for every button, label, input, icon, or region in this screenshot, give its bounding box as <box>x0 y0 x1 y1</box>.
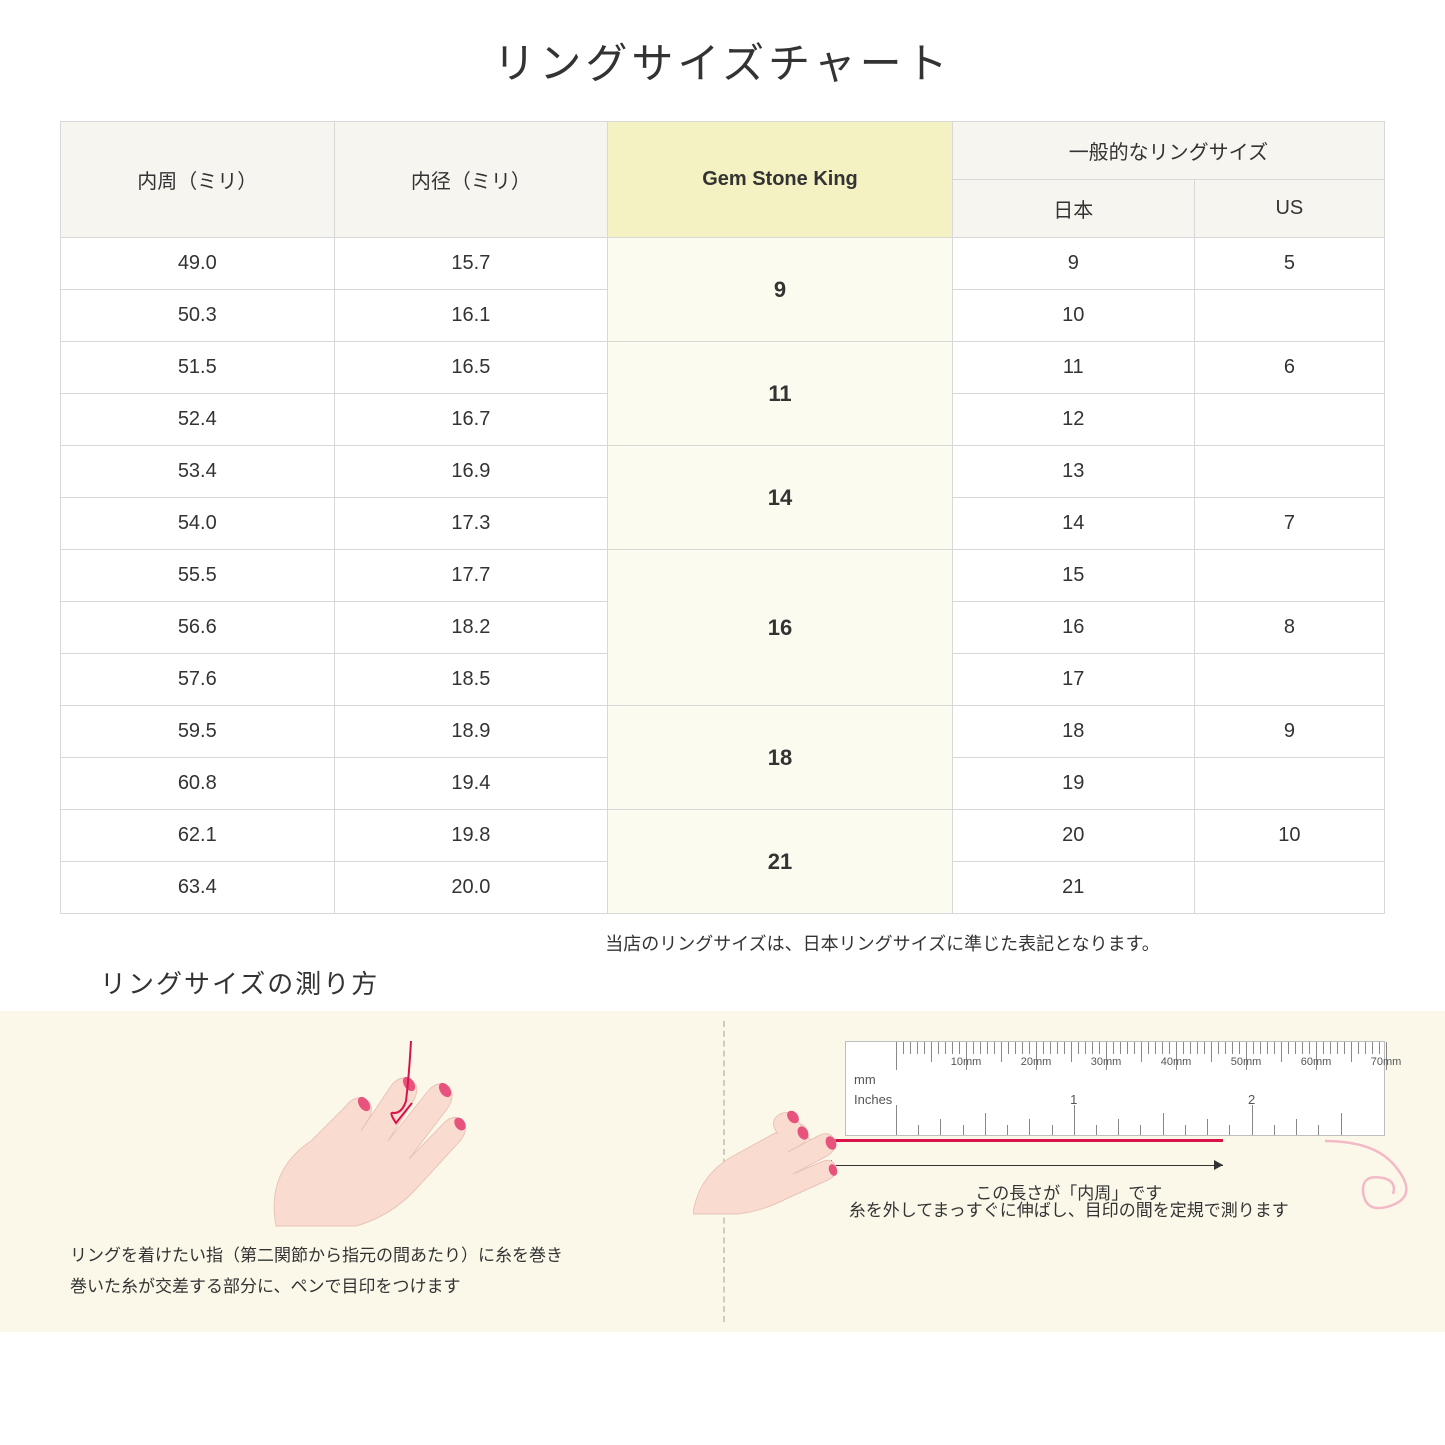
cell-circ: 62.1 <box>61 810 335 862</box>
cell-dia: 16.9 <box>334 446 608 498</box>
cell-dia: 16.5 <box>334 342 608 394</box>
cell-jp: 19 <box>952 758 1194 810</box>
cell-jp: 10 <box>952 290 1194 342</box>
cell-circ: 49.0 <box>61 238 335 290</box>
table-row: 53.416.91413 <box>61 446 1385 498</box>
cell-dia: 18.9 <box>334 706 608 758</box>
ruler-mm-unit: mm <box>854 1072 876 1087</box>
cell-jp: 20 <box>952 810 1194 862</box>
cell-jp: 12 <box>952 394 1194 446</box>
cell-jp: 9 <box>952 238 1194 290</box>
cell-jp: 21 <box>952 862 1194 914</box>
table-row: 62.119.8212010 <box>61 810 1385 862</box>
cell-gsk: 14 <box>608 446 953 550</box>
table-row: 49.015.7995 <box>61 238 1385 290</box>
cell-circ: 56.6 <box>61 602 335 654</box>
cell-jp: 11 <box>952 342 1194 394</box>
cell-circ: 60.8 <box>61 758 335 810</box>
cell-circ: 59.5 <box>61 706 335 758</box>
cell-circ: 51.5 <box>61 342 335 394</box>
step1-caption: リングを着けたい指（第二関節から指元の間あたり）に糸を巻き 巻いた糸が交差する部… <box>30 1241 723 1302</box>
cell-circ: 53.4 <box>61 446 335 498</box>
ruler-illustration: mm Inches 10mm20mm30mm40mm50mm60mm70mm12 <box>845 1041 1385 1136</box>
page-title: リングサイズチャート <box>60 30 1385 91</box>
table-row: 55.517.71615 <box>61 550 1385 602</box>
cell-circ: 52.4 <box>61 394 335 446</box>
col-japan: 日本 <box>952 180 1194 238</box>
cell-us <box>1194 394 1384 446</box>
howto-heading: リングサイズの測り方 <box>100 964 1385 1001</box>
hand-hold-illustration <box>693 1086 863 1216</box>
cell-dia: 19.4 <box>334 758 608 810</box>
col-gsk: Gem Stone King <box>608 122 953 238</box>
cell-us: 5 <box>1194 238 1384 290</box>
cell-circ: 55.5 <box>61 550 335 602</box>
cell-dia: 16.1 <box>334 290 608 342</box>
ring-size-table: 内周（ミリ） 内径（ミリ） Gem Stone King 一般的なリングサイズ … <box>60 121 1385 914</box>
cell-us: 9 <box>1194 706 1384 758</box>
cell-jp: 16 <box>952 602 1194 654</box>
cell-us: 8 <box>1194 602 1384 654</box>
cell-jp: 18 <box>952 706 1194 758</box>
cell-us <box>1194 654 1384 706</box>
cell-dia: 16.7 <box>334 394 608 446</box>
col-diameter: 内径（ミリ） <box>334 122 608 238</box>
cell-us: 10 <box>1194 810 1384 862</box>
cell-us <box>1194 550 1384 602</box>
cell-gsk: 16 <box>608 550 953 706</box>
table-row: 51.516.511116 <box>61 342 1385 394</box>
howto-panel: リングを着けたい指（第二関節から指元の間あたり）に糸を巻き 巻いた糸が交差する部… <box>0 1011 1445 1332</box>
cell-dia: 17.7 <box>334 550 608 602</box>
cell-us <box>1194 758 1384 810</box>
cell-circ: 54.0 <box>61 498 335 550</box>
cell-us <box>1194 862 1384 914</box>
cell-us <box>1194 290 1384 342</box>
col-us: US <box>1194 180 1384 238</box>
cell-dia: 18.5 <box>334 654 608 706</box>
measure-arrow <box>823 1165 1223 1166</box>
cell-gsk: 18 <box>608 706 953 810</box>
cell-jp: 17 <box>952 654 1194 706</box>
howto-step-2: mm Inches 10mm20mm30mm40mm50mm60mm70mm12… <box>723 1031 1416 1302</box>
cell-us: 7 <box>1194 498 1384 550</box>
hand-wrap-illustration <box>216 1031 536 1231</box>
cell-dia: 15.7 <box>334 238 608 290</box>
cell-gsk: 11 <box>608 342 953 446</box>
cell-gsk: 21 <box>608 810 953 914</box>
cell-us <box>1194 446 1384 498</box>
howto-step-1: リングを着けたい指（第二関節から指元の間あたり）に糸を巻き 巻いた糸が交差する部… <box>30 1031 723 1302</box>
cell-gsk: 9 <box>608 238 953 342</box>
cell-us: 6 <box>1194 342 1384 394</box>
cell-dia: 18.2 <box>334 602 608 654</box>
col-general: 一般的なリングサイズ <box>952 122 1384 180</box>
cell-dia: 20.0 <box>334 862 608 914</box>
cell-jp: 15 <box>952 550 1194 602</box>
cell-circ: 63.4 <box>61 862 335 914</box>
thread-line <box>823 1139 1223 1142</box>
cell-dia: 19.8 <box>334 810 608 862</box>
thread-swirl <box>1325 1136 1445 1226</box>
col-circumference: 内周（ミリ） <box>61 122 335 238</box>
cell-circ: 50.3 <box>61 290 335 342</box>
table-row: 59.518.918189 <box>61 706 1385 758</box>
cell-circ: 57.6 <box>61 654 335 706</box>
cell-dia: 17.3 <box>334 498 608 550</box>
table-note: 当店のリングサイズは、日本リングサイズに準じた表記となります。 <box>60 930 1385 956</box>
cell-jp: 13 <box>952 446 1194 498</box>
cell-jp: 14 <box>952 498 1194 550</box>
